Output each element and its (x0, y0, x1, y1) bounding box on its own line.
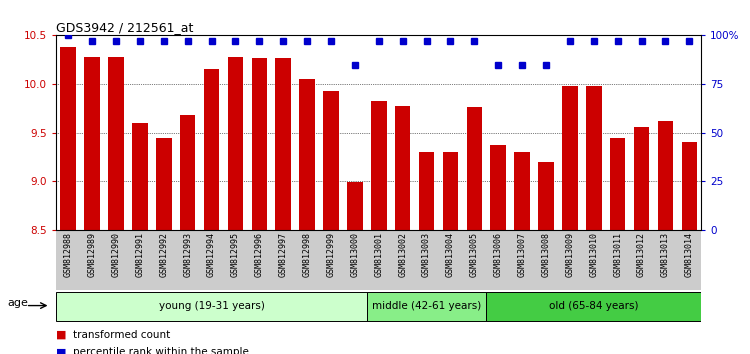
Text: GSM813009: GSM813009 (566, 232, 574, 277)
Text: GSM813002: GSM813002 (398, 232, 407, 277)
Bar (658, 121, 674, 230)
Text: GSM813014: GSM813014 (685, 232, 694, 277)
Text: GSM813001: GSM813001 (374, 232, 383, 277)
Text: GSM812992: GSM812992 (159, 232, 168, 277)
Text: GDS3942 / 212561_at: GDS3942 / 212561_at (56, 21, 194, 34)
Text: GSM812991: GSM812991 (135, 232, 144, 277)
Bar (204, 69, 219, 230)
Bar (132, 123, 148, 230)
Text: percentile rank within the sample: percentile rank within the sample (73, 347, 248, 354)
Bar (156, 138, 172, 230)
Text: ■: ■ (56, 330, 67, 339)
Bar (108, 57, 124, 230)
Bar (610, 138, 626, 230)
Bar (84, 57, 100, 230)
Bar (347, 182, 363, 230)
Bar (299, 79, 315, 230)
Bar (371, 101, 386, 230)
Text: ■: ■ (56, 347, 67, 354)
Text: GSM813008: GSM813008 (542, 232, 550, 277)
Text: GSM812990: GSM812990 (112, 232, 121, 277)
Text: young (19-31 years): young (19-31 years) (158, 301, 265, 310)
Text: GSM813004: GSM813004 (446, 232, 455, 277)
Text: GSM813003: GSM813003 (422, 232, 431, 277)
Text: GSM812993: GSM812993 (183, 232, 192, 277)
Text: GSM813013: GSM813013 (661, 232, 670, 277)
Text: GSM813000: GSM813000 (350, 232, 359, 277)
Text: GSM812989: GSM812989 (88, 232, 97, 277)
Text: GSM812997: GSM812997 (279, 232, 288, 277)
Text: GSM812998: GSM812998 (302, 232, 311, 277)
Bar (275, 58, 291, 230)
Bar (419, 152, 434, 230)
Text: GSM813007: GSM813007 (518, 232, 526, 277)
Text: GSM813006: GSM813006 (494, 232, 502, 277)
Bar (538, 162, 554, 230)
Text: middle (42-61 years): middle (42-61 years) (372, 301, 482, 310)
FancyBboxPatch shape (486, 292, 701, 321)
Text: GSM812988: GSM812988 (64, 232, 73, 277)
Bar (514, 152, 529, 230)
Bar (180, 115, 196, 230)
Text: GSM812995: GSM812995 (231, 232, 240, 277)
Bar (442, 152, 458, 230)
Bar (682, 142, 697, 230)
Bar (562, 86, 578, 230)
Text: GSM813012: GSM813012 (637, 232, 646, 277)
Text: GSM813011: GSM813011 (614, 232, 622, 277)
FancyBboxPatch shape (56, 292, 367, 321)
Bar (634, 127, 650, 230)
Text: GSM812999: GSM812999 (326, 232, 335, 277)
Bar (395, 107, 410, 230)
Bar (490, 145, 506, 230)
FancyBboxPatch shape (367, 292, 486, 321)
Bar (228, 57, 243, 230)
Text: transformed count: transformed count (73, 330, 170, 339)
Text: GSM813005: GSM813005 (470, 232, 478, 277)
Text: GSM813010: GSM813010 (590, 232, 598, 277)
Bar (251, 58, 267, 230)
Text: old (65-84 years): old (65-84 years) (549, 301, 638, 310)
Bar (323, 91, 339, 230)
Text: age: age (8, 298, 28, 308)
Bar (586, 86, 602, 230)
Text: GSM812996: GSM812996 (255, 232, 264, 277)
Bar (466, 108, 482, 230)
Bar (61, 47, 76, 230)
Text: GSM812994: GSM812994 (207, 232, 216, 277)
